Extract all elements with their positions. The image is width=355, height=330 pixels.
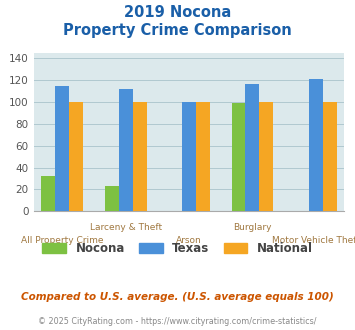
Bar xyxy=(119,89,133,211)
Text: Larceny & Theft: Larceny & Theft xyxy=(89,223,162,232)
Text: 2019 Nocona: 2019 Nocona xyxy=(124,5,231,20)
Text: © 2025 CityRating.com - https://www.cityrating.com/crime-statistics/: © 2025 CityRating.com - https://www.city… xyxy=(38,317,317,326)
Bar xyxy=(231,103,245,211)
Text: Motor Vehicle Theft: Motor Vehicle Theft xyxy=(272,236,355,245)
Text: Compared to U.S. average. (U.S. average equals 100): Compared to U.S. average. (U.S. average … xyxy=(21,292,334,302)
Legend: Nocona, Texas, National: Nocona, Texas, National xyxy=(38,237,317,260)
Text: Arson: Arson xyxy=(176,236,202,245)
Bar xyxy=(182,102,196,211)
Bar xyxy=(55,85,69,211)
Bar xyxy=(323,102,337,211)
Bar xyxy=(133,102,147,211)
Bar xyxy=(41,176,55,211)
Text: Property Crime Comparison: Property Crime Comparison xyxy=(63,23,292,38)
Text: All Property Crime: All Property Crime xyxy=(21,236,104,245)
Bar xyxy=(69,102,83,211)
Bar xyxy=(245,84,260,211)
Bar xyxy=(309,79,323,211)
Bar xyxy=(105,186,119,211)
Text: Burglary: Burglary xyxy=(233,223,272,232)
Bar xyxy=(196,102,210,211)
Bar xyxy=(260,102,273,211)
